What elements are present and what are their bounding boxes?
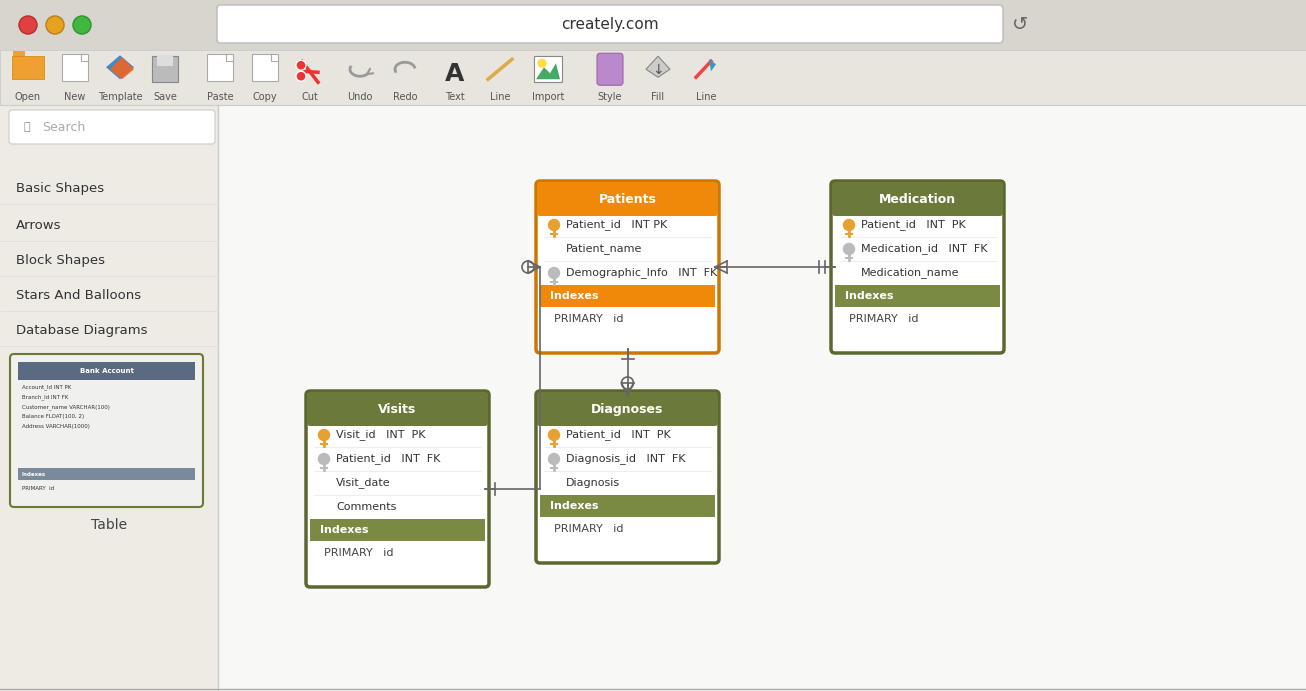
FancyBboxPatch shape xyxy=(597,53,623,85)
Text: Line: Line xyxy=(490,92,511,102)
FancyBboxPatch shape xyxy=(157,56,172,66)
FancyBboxPatch shape xyxy=(835,285,1000,307)
Text: Import: Import xyxy=(532,92,564,102)
Circle shape xyxy=(319,453,329,464)
Text: Paste: Paste xyxy=(206,92,234,102)
FancyBboxPatch shape xyxy=(832,182,1003,216)
Text: Search: Search xyxy=(42,120,85,133)
Text: Branch_Id INT FK: Branch_Id INT FK xyxy=(22,394,68,399)
Text: Patient_name: Patient_name xyxy=(565,243,643,254)
Text: Database Diagrams: Database Diagrams xyxy=(16,323,148,337)
Text: Text: Text xyxy=(445,92,465,102)
Text: ↓: ↓ xyxy=(652,64,663,77)
Polygon shape xyxy=(709,59,716,71)
Polygon shape xyxy=(106,55,135,79)
Text: PRIMARY   id: PRIMARY id xyxy=(554,524,623,534)
FancyBboxPatch shape xyxy=(310,519,485,541)
Text: Block Shapes: Block Shapes xyxy=(16,254,104,267)
Polygon shape xyxy=(535,64,560,79)
Text: Medication_id   INT  FK: Medication_id INT FK xyxy=(861,243,987,254)
Text: Basic Shapes: Basic Shapes xyxy=(16,182,104,194)
Text: 🔍: 🔍 xyxy=(24,122,30,132)
Text: Diagnosis_id   INT  FK: Diagnosis_id INT FK xyxy=(565,453,686,464)
Text: Patients: Patients xyxy=(598,193,657,205)
FancyBboxPatch shape xyxy=(535,391,720,563)
Circle shape xyxy=(20,16,37,34)
FancyBboxPatch shape xyxy=(306,391,488,587)
FancyBboxPatch shape xyxy=(18,468,195,480)
Text: Bank Account: Bank Account xyxy=(80,368,133,374)
Text: PRIMARY   id: PRIMARY id xyxy=(554,314,623,324)
FancyBboxPatch shape xyxy=(835,207,1000,215)
Circle shape xyxy=(844,220,854,231)
FancyBboxPatch shape xyxy=(539,495,714,517)
Text: PRIMARY   id: PRIMARY id xyxy=(324,548,393,558)
FancyBboxPatch shape xyxy=(539,207,714,215)
FancyBboxPatch shape xyxy=(539,285,714,307)
FancyBboxPatch shape xyxy=(10,354,202,507)
Text: Redo: Redo xyxy=(393,92,417,102)
Text: Comments: Comments xyxy=(336,502,397,512)
Text: Copy: Copy xyxy=(252,92,277,102)
Circle shape xyxy=(73,16,91,34)
Text: PRIMARY   id: PRIMARY id xyxy=(849,314,918,324)
FancyBboxPatch shape xyxy=(534,56,562,82)
Circle shape xyxy=(844,243,854,254)
FancyBboxPatch shape xyxy=(218,105,1306,691)
Polygon shape xyxy=(110,57,135,79)
FancyBboxPatch shape xyxy=(539,417,714,425)
FancyBboxPatch shape xyxy=(831,181,1004,353)
Text: New: New xyxy=(64,92,86,102)
Circle shape xyxy=(549,220,559,231)
Text: Cut: Cut xyxy=(302,92,319,102)
FancyBboxPatch shape xyxy=(0,105,218,691)
Text: Patient_id   INT  FK: Patient_id INT FK xyxy=(336,453,440,464)
Text: Indexes: Indexes xyxy=(550,291,598,301)
Text: Visits: Visits xyxy=(379,402,417,415)
FancyBboxPatch shape xyxy=(252,55,278,82)
Text: Line: Line xyxy=(696,92,716,102)
Text: Visit_id   INT  PK: Visit_id INT PK xyxy=(336,430,426,440)
Text: Indexes: Indexes xyxy=(845,291,893,301)
Circle shape xyxy=(538,59,546,67)
Polygon shape xyxy=(646,56,670,77)
FancyBboxPatch shape xyxy=(61,55,88,82)
FancyBboxPatch shape xyxy=(535,181,720,353)
FancyBboxPatch shape xyxy=(0,50,1306,105)
Text: A: A xyxy=(445,62,465,86)
Text: Demographic_Info   INT  FK: Demographic_Info INT FK xyxy=(565,267,717,278)
Text: PRIMARY  id: PRIMARY id xyxy=(22,486,54,491)
Text: Patient_id   INT  PK: Patient_id INT PK xyxy=(861,220,965,231)
FancyBboxPatch shape xyxy=(0,0,1306,50)
FancyBboxPatch shape xyxy=(307,392,488,426)
Text: Balance FLOAT(100, 2): Balance FLOAT(100, 2) xyxy=(22,414,84,419)
Text: Diagnoses: Diagnoses xyxy=(592,402,663,415)
Circle shape xyxy=(319,430,329,440)
FancyBboxPatch shape xyxy=(151,56,178,82)
Circle shape xyxy=(549,453,559,464)
Text: Medication: Medication xyxy=(879,193,956,205)
FancyBboxPatch shape xyxy=(13,51,25,57)
Text: Save: Save xyxy=(153,92,176,102)
Text: Template: Template xyxy=(98,92,142,102)
Text: Patient_id   INT  PK: Patient_id INT PK xyxy=(565,430,671,440)
Text: Visit_date: Visit_date xyxy=(336,477,390,489)
Circle shape xyxy=(296,71,306,82)
Circle shape xyxy=(46,16,64,34)
Text: Style: Style xyxy=(598,92,622,102)
Text: Stars And Balloons: Stars And Balloons xyxy=(16,289,141,301)
Text: Diagnosis: Diagnosis xyxy=(565,478,620,488)
Text: creately.com: creately.com xyxy=(562,17,658,32)
FancyBboxPatch shape xyxy=(206,55,232,82)
Text: Arrows: Arrows xyxy=(16,218,61,231)
Text: Undo: Undo xyxy=(347,92,372,102)
FancyBboxPatch shape xyxy=(537,182,718,216)
Circle shape xyxy=(549,267,559,278)
FancyBboxPatch shape xyxy=(12,56,44,79)
Text: Patient_id   INT PK: Patient_id INT PK xyxy=(565,220,667,231)
Circle shape xyxy=(549,430,559,440)
FancyBboxPatch shape xyxy=(9,110,215,144)
FancyBboxPatch shape xyxy=(310,417,485,425)
Text: Open: Open xyxy=(14,92,40,102)
